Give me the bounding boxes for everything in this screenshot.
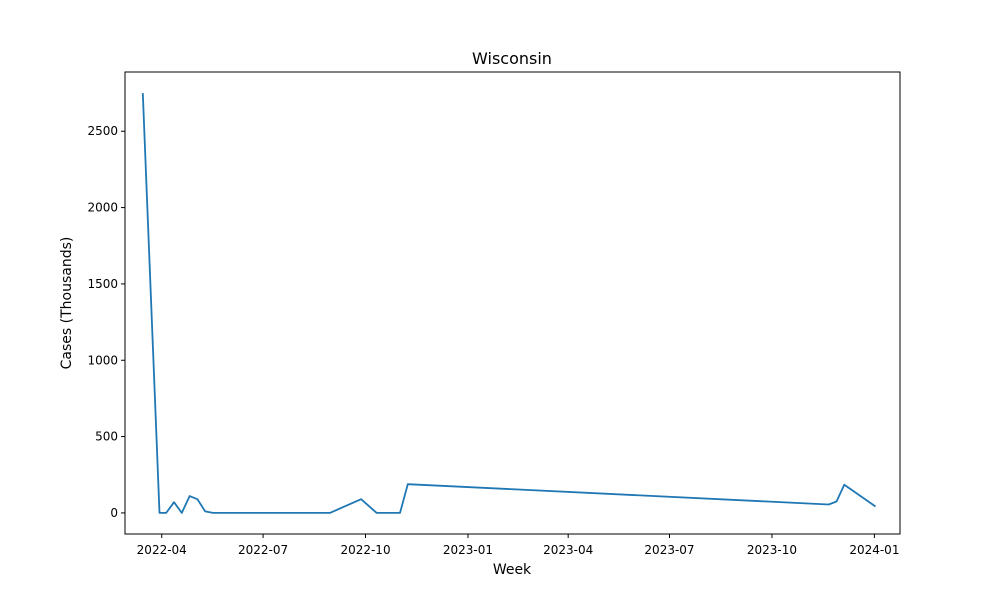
y-tick-label: 1500 (87, 277, 118, 291)
y-tick-label: 2500 (87, 124, 118, 138)
y-tick-label: 1000 (87, 353, 118, 367)
y-tick-label: 500 (95, 430, 118, 444)
series-layer (141, 93, 877, 514)
x-tick-label: 2024-01 (849, 543, 899, 557)
x-tick-label: 2023-10 (747, 543, 797, 557)
x-tick-label: 2022-10 (340, 543, 390, 557)
series-line (141, 93, 877, 514)
y-tick-label: 0 (110, 506, 118, 520)
y-axis: 0 500 1000 1500 2000 2500 (87, 124, 125, 520)
x-axis-label: Week (493, 562, 532, 578)
x-tick-label: 2023-07 (644, 543, 694, 557)
plot-frame (124, 71, 901, 535)
x-tick-label: 2023-04 (543, 543, 593, 557)
y-tick-label: 2000 (87, 201, 118, 215)
x-tick-label: 2022-04 (137, 543, 187, 557)
y-axis-label: Cases (Thousands) (59, 237, 75, 370)
x-axis: 2022-04 2022-07 2022-10 2023-01 2023-04 2023-… (137, 534, 899, 557)
x-tick-label: 2022-07 (238, 543, 288, 557)
chart-title: Wisconsin (472, 49, 552, 68)
x-tick-label: 2023-01 (443, 543, 493, 557)
